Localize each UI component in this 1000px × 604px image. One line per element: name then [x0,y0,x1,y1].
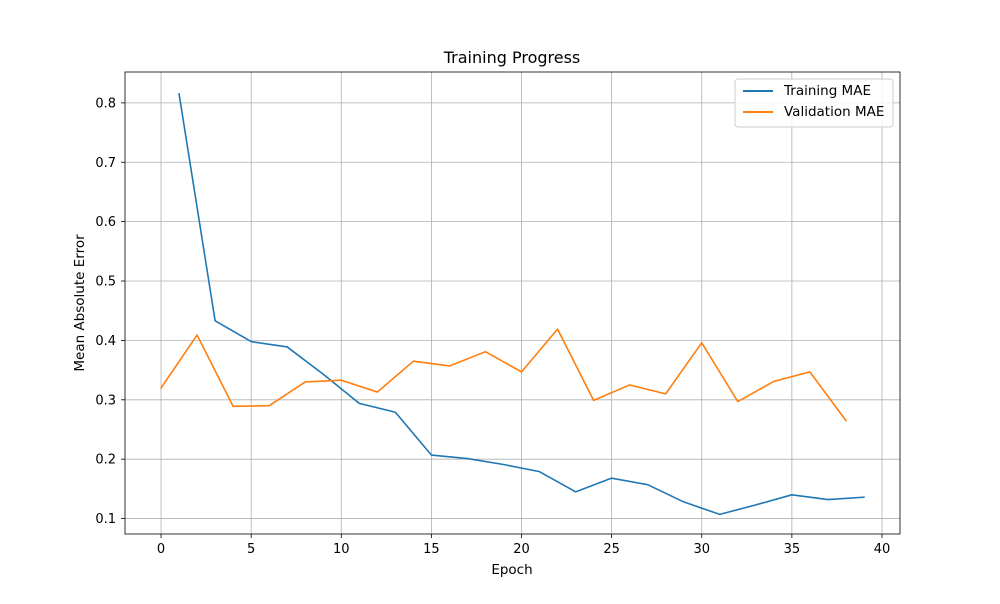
legend-label-validation-mae: Validation MAE [784,104,884,120]
y-tick-label: 0.6 [95,215,116,230]
y-tick-label: 0.7 [95,156,116,171]
y-tick-label: 0.8 [95,96,116,111]
y-axis-label: Mean Absolute Error [72,234,88,372]
x-axis-label: Epoch [491,562,532,578]
chart-title: Training Progress [443,48,581,67]
x-tick-label: 30 [693,542,710,557]
x-tick-label: 35 [784,542,801,557]
y-tick-label: 0.5 [95,275,116,290]
x-tick-label: 5 [247,542,255,557]
y-tick-label: 0.2 [95,453,116,468]
x-tick-label: 40 [874,542,891,557]
y-tick-label: 0.4 [95,334,116,349]
x-tick-label: 20 [513,542,530,557]
chart-legend: Training MAE Validation MAE [735,79,893,127]
x-tick-label: 10 [333,542,350,557]
x-tick-label: 15 [423,542,440,557]
x-tick-label: 0 [157,542,165,557]
legend-label-training-mae: Training MAE [783,83,871,99]
y-tick-label: 0.1 [95,512,116,527]
x-tick-label: 25 [603,542,620,557]
y-tick-label: 0.3 [95,393,116,408]
